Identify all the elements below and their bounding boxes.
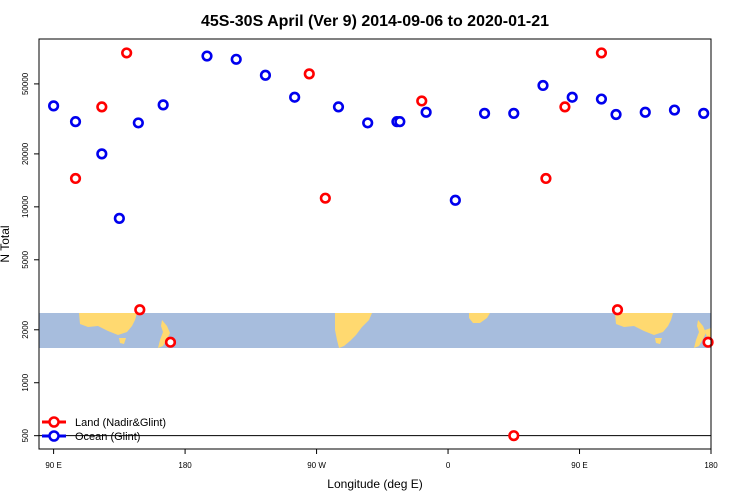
point-land <box>69 172 82 185</box>
point-land <box>559 101 571 113</box>
point-ocean <box>201 50 213 62</box>
plot-frame <box>38 38 712 450</box>
map-land-masses <box>79 313 711 348</box>
point-ocean <box>132 117 144 129</box>
point-ocean <box>96 148 108 160</box>
point-ocean <box>478 107 491 119</box>
point-ocean <box>113 212 125 224</box>
y-tick-label: 500 <box>21 428 30 442</box>
point-ocean <box>332 101 345 113</box>
australia-right <box>615 313 673 335</box>
point-land <box>508 430 520 442</box>
point-ocean <box>537 79 549 92</box>
point-ocean <box>508 107 520 119</box>
x-tick-label: 90 E <box>571 461 587 470</box>
x-tick-label: 0 <box>446 461 451 470</box>
y-tick-label: 50000 <box>21 72 30 95</box>
x-tick-label: 180 <box>178 461 192 470</box>
point-land <box>416 95 428 107</box>
australia-left <box>79 313 137 335</box>
map-ocean-band <box>39 313 711 348</box>
point-land <box>303 68 315 80</box>
point-land <box>121 47 133 59</box>
point-land <box>611 304 624 316</box>
world-map-strip <box>39 313 711 348</box>
south-africa <box>469 313 490 323</box>
y-axis: 500 1000 2000 5000 10000 20000 50000 <box>21 72 39 442</box>
point-land <box>134 304 146 316</box>
x-axis-label: Longitude (deg E) <box>327 477 422 491</box>
point-ocean <box>610 108 622 121</box>
new-zealand-left <box>158 320 170 348</box>
point-ocean <box>668 104 681 116</box>
point-ocean <box>394 116 406 128</box>
point-land <box>595 47 608 59</box>
x-axis: 90 E 180 90 W 0 90 E 180 <box>45 449 718 470</box>
point-ocean <box>230 53 242 65</box>
legend-item-ocean: Ocean (Glint) <box>42 430 140 443</box>
legend-swatch-land-marker <box>48 416 60 428</box>
south-america <box>335 313 372 348</box>
data-points <box>48 47 714 442</box>
point-land <box>96 101 108 113</box>
legend-label-ocean: Ocean (Glint) <box>75 431 140 443</box>
new-zealand-right <box>694 320 706 348</box>
x-tick-label: 90 W <box>307 461 326 470</box>
legend: Land (Nadir&Glint) Ocean (Glint) <box>42 416 166 443</box>
y-tick-label: 2000 <box>21 320 30 338</box>
point-ocean <box>289 91 301 103</box>
chart-title: 45S-30S April (Ver 9) 2014-09-06 to 2020… <box>201 13 549 30</box>
point-ocean <box>566 91 578 103</box>
legend-item-land: Land (Nadir&Glint) <box>42 416 166 429</box>
y-axis-label: N Total <box>0 225 12 262</box>
tasmania-right <box>655 338 662 344</box>
x-tick-label: 90 E <box>45 461 61 470</box>
point-land <box>319 192 331 204</box>
y-tick-label: 1000 <box>21 373 30 391</box>
tasmania-left <box>119 338 126 344</box>
point-land <box>540 172 552 185</box>
point-ocean <box>698 107 710 119</box>
y-tick-label: 20000 <box>21 142 30 165</box>
point-land <box>164 336 177 348</box>
point-ocean <box>639 106 651 118</box>
point-ocean <box>420 106 432 118</box>
x-tick-label: 180 <box>704 461 718 470</box>
point-ocean <box>48 100 60 112</box>
legend-swatch-ocean-marker <box>48 430 60 442</box>
legend-label-land: Land (Nadir&Glint) <box>75 417 166 429</box>
point-ocean <box>595 93 608 105</box>
y-tick-label: 5000 <box>21 250 30 268</box>
point-ocean <box>69 116 82 128</box>
point-ocean <box>157 99 169 111</box>
point-land <box>702 336 714 348</box>
point-ocean <box>259 69 272 81</box>
y-tick-label: 10000 <box>21 195 30 218</box>
point-ocean <box>362 117 374 129</box>
point-ocean <box>449 194 461 206</box>
